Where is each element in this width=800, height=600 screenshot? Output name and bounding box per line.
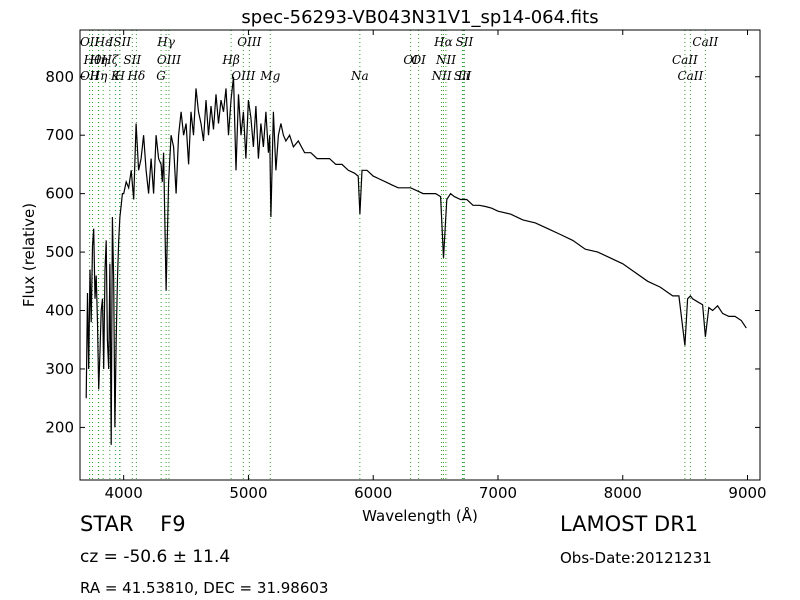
coordinates: RA = 41.53810, DEC = 31.98603 [80, 579, 329, 597]
line-label-upper: OIII [157, 53, 181, 67]
y-tick-label: 600 [45, 185, 74, 203]
line-label-lower: H [113, 69, 125, 83]
line-label-lower: Mg [259, 69, 280, 83]
line-label-upper: Hα [433, 35, 453, 49]
line-label-upper: NII [435, 53, 456, 67]
y-tick-label: 300 [45, 360, 74, 378]
y-tick-label: 500 [45, 243, 74, 261]
x-tick-label: 9000 [728, 484, 766, 502]
line-label-upper: SII [456, 35, 474, 49]
line-label-upper: CaII [677, 69, 703, 83]
x-tick-label: 7000 [479, 484, 517, 502]
y-axis-label: Flux (relative) [20, 203, 38, 307]
line-label-lower: Na [350, 69, 369, 83]
line-label-lower: G [156, 69, 166, 83]
object-class: STAR F9 [80, 512, 186, 536]
line-label-upper: CaII [692, 35, 718, 49]
line-label-upper: OIII [237, 35, 261, 49]
x-tick-label: 6000 [354, 484, 392, 502]
line-label-upper: SII [454, 69, 472, 83]
plot-frame [79, 29, 761, 481]
y-tick-label: 800 [45, 68, 74, 86]
line-label-upper: Hζ [100, 53, 119, 67]
line-label-upper: Hθ [83, 53, 102, 67]
line-label-lower: Hη [89, 53, 108, 67]
spectrum-line [85, 76, 747, 445]
redshift-value: cz = -50.6 ± 11.4 [80, 547, 231, 567]
x-tick-label: 5000 [229, 484, 267, 502]
line-label-upper: Hδ [127, 69, 146, 83]
x-tick-label: 4000 [105, 484, 143, 502]
line-label-upper: ISII [108, 35, 132, 49]
line-label-upper: CaII [672, 53, 698, 67]
line-label-upper: K [110, 69, 121, 83]
line-label-upper: OIII [231, 69, 255, 83]
line-label-upper: OII [80, 35, 100, 49]
line-label-upper: SII [123, 53, 141, 67]
line-label-upper: Hε [94, 35, 112, 49]
spectral-line-markers [89, 30, 706, 480]
x-axis-label: Wavelength (Å) [362, 506, 478, 525]
y-tick-label: 200 [45, 418, 74, 436]
survey-name: LAMOST DR1 [560, 512, 699, 536]
line-label-upper: NII [431, 69, 452, 83]
line-label-upper: Hη [89, 69, 108, 83]
spectral-line-labels: OIIHθHηHεHζKISIISIIHδHγOIIIOIIIOIIIOINII… [80, 35, 719, 83]
observation-date: Obs-Date:20121231 [560, 549, 712, 567]
line-label-lower: Hβ [221, 53, 239, 67]
line-label-lower: OII [80, 69, 100, 83]
y-tick-label: 700 [45, 126, 74, 144]
line-label-lower: Li [457, 69, 470, 83]
line-label-upper: Hγ [156, 35, 175, 49]
chart-title: spec-56293-VB043N31V1_sp14-064.fits [241, 7, 598, 28]
axis-ticks: 4000 5000 6000 7000 8000 9000 200 300 400 500 600 7… [45, 30, 767, 502]
line-label-upper: OI [403, 53, 418, 67]
y-tick-label: 400 [45, 302, 74, 320]
x-tick-label: 8000 [604, 484, 642, 502]
line-label-lower: OI [411, 53, 426, 67]
